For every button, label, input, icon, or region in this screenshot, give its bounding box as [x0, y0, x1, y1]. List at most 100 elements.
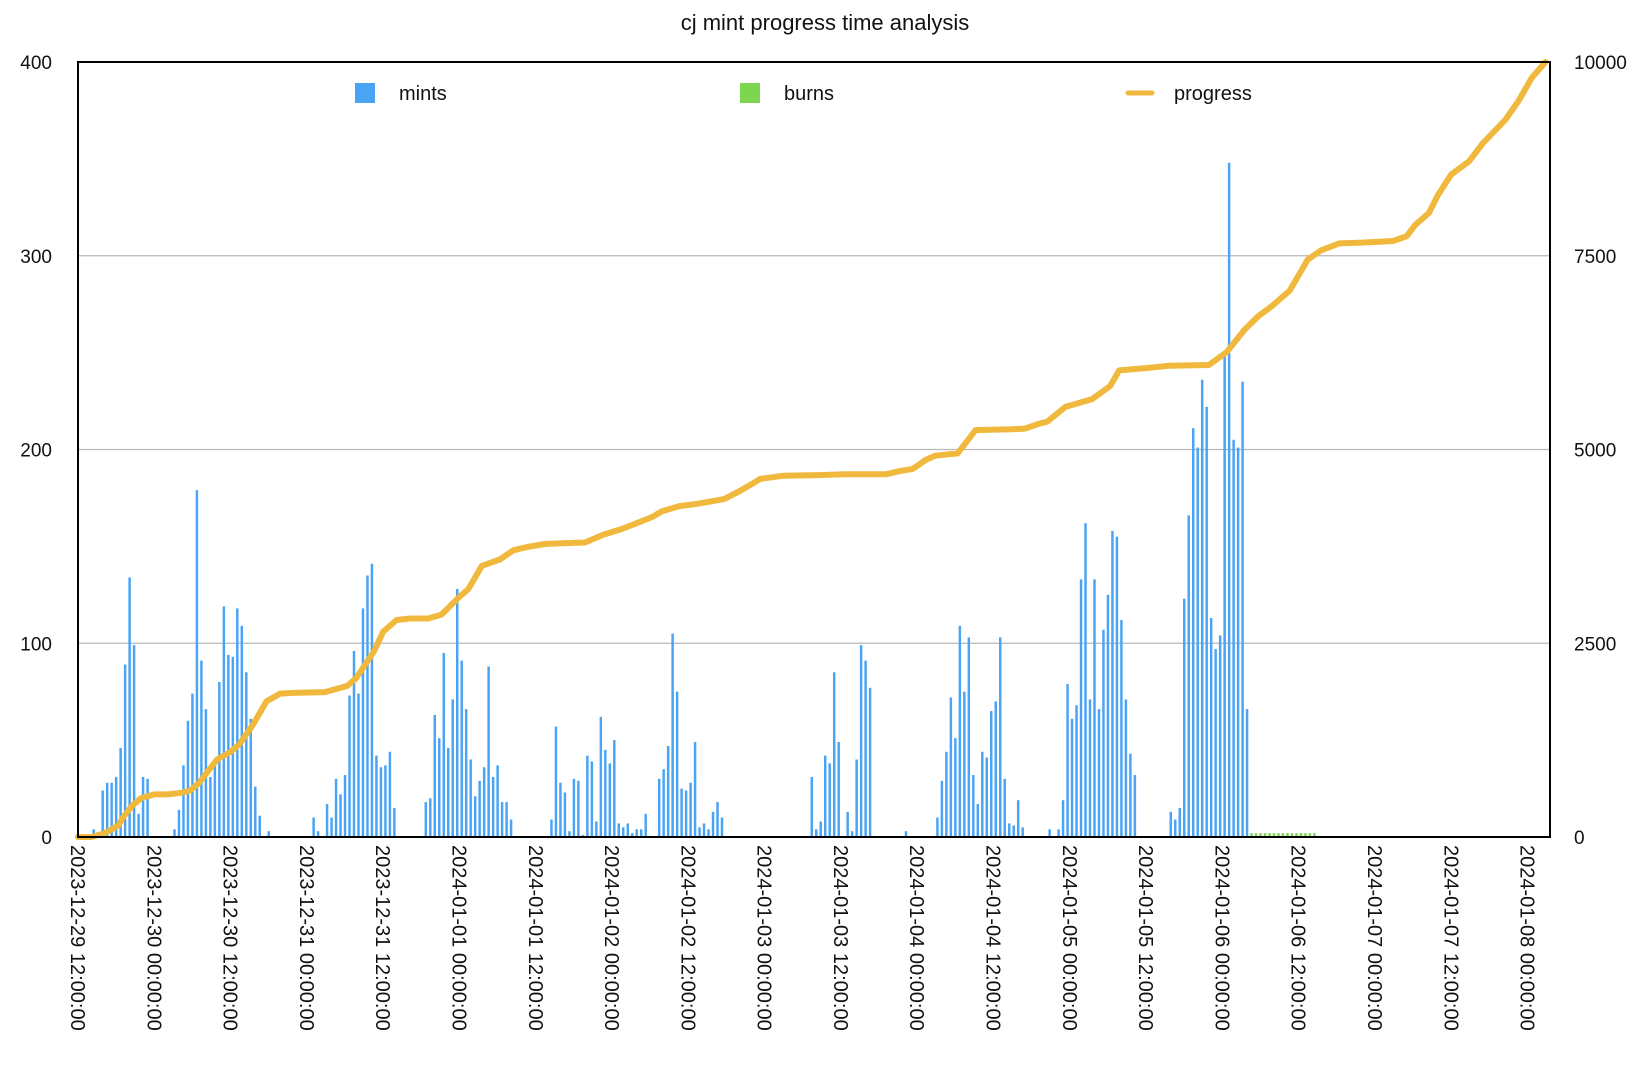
mints-bar	[631, 833, 634, 837]
legend-swatch-mints	[355, 83, 375, 103]
mints-bar	[1169, 811, 1173, 837]
burns-bar	[1295, 833, 1298, 837]
left-axis-tick-label: 200	[20, 441, 52, 462]
mints-bar	[1218, 635, 1222, 837]
mints-bar	[132, 645, 136, 837]
mints-bar	[1111, 530, 1114, 837]
mints-bar	[999, 637, 1002, 837]
mints-bar	[832, 672, 836, 837]
mints-bar	[491, 776, 495, 837]
right-axis-tick-label: 7500	[1574, 247, 1616, 268]
mints-bar	[1066, 683, 1069, 837]
mints-bar	[258, 815, 261, 837]
mints-bar	[586, 755, 589, 837]
mints-bar	[657, 778, 661, 837]
mints-bar	[936, 817, 939, 837]
mints-bar	[469, 759, 472, 837]
mints-bar	[815, 829, 818, 837]
mints-bar	[855, 759, 858, 837]
mints-bar	[864, 660, 867, 837]
mints-bar	[702, 823, 706, 837]
mints-bar	[1102, 629, 1105, 837]
x-axis-tick-label: 2024-01-02 00:00:00	[600, 845, 622, 1031]
mints-bar	[487, 666, 490, 837]
mints-bar	[604, 749, 607, 837]
x-axis-tick-label: 2024-01-01 00:00:00	[447, 845, 469, 1031]
mints-bar	[698, 827, 701, 837]
x-axis-tick-label: 2023-12-30 00:00:00	[142, 845, 164, 1031]
mints-bar	[357, 693, 360, 837]
mints-bar	[1174, 819, 1177, 837]
x-axis-tick-label: 2023-12-30 12:00:00	[219, 845, 241, 1031]
mints-bar	[505, 802, 508, 837]
mints-bar	[433, 714, 437, 837]
x-axis: 2023-12-29 12:00:00 2023-12-30 00:00:00 20…	[66, 845, 1538, 1031]
right-axis-tick-label: 5000	[1574, 441, 1616, 462]
mints-bar	[689, 782, 692, 837]
mints-bar	[1178, 807, 1181, 837]
mints-bar	[438, 738, 441, 837]
mints-bar	[447, 747, 450, 837]
mints-bar	[1012, 825, 1015, 837]
mints-bar	[981, 751, 984, 837]
mints-bar	[662, 769, 665, 837]
mints-bar	[379, 767, 383, 837]
mints-bar	[442, 652, 445, 837]
legend-swatch-burns	[740, 83, 760, 103]
mints-bar	[119, 747, 122, 837]
x-axis-tick-label: 2024-01-06 00:00:00	[1210, 845, 1232, 1031]
mints-bar	[617, 823, 621, 837]
mints-bar	[693, 742, 697, 837]
right-axis-tick-label: 2500	[1574, 634, 1616, 655]
mints-bar	[182, 765, 185, 837]
mints-bar	[613, 740, 616, 837]
mints-bar	[114, 776, 118, 837]
mints-bar	[482, 767, 486, 837]
legend: mints burns progress	[355, 83, 1252, 105]
mints-bar	[141, 776, 145, 837]
mints-bar	[1003, 778, 1006, 837]
mints-bar	[684, 790, 688, 837]
mints-bar	[1088, 699, 1092, 837]
mints-bar	[976, 804, 980, 837]
mints-bar	[1133, 775, 1137, 837]
mints-bar	[963, 691, 966, 837]
mints-bar	[622, 827, 625, 837]
mints-bar	[146, 778, 149, 837]
mints-bar	[473, 796, 477, 837]
chart-title: cj mint progress time analysis	[681, 10, 970, 35]
mints-bar	[626, 823, 629, 837]
mints-bar	[716, 802, 719, 837]
x-axis-tick-label: 2024-01-05 00:00:00	[1058, 845, 1080, 1031]
mints-bar	[967, 637, 971, 837]
mints-bar	[330, 817, 333, 837]
mints-bar	[195, 490, 199, 837]
mints-bar	[819, 821, 822, 837]
mints-bar	[949, 697, 953, 837]
mints-bar	[994, 701, 997, 837]
mints-bar	[388, 751, 392, 837]
mints-bar	[123, 664, 127, 837]
mints-bar	[267, 831, 270, 837]
mints-bar	[1191, 428, 1195, 837]
left-axis-tick-label: 0	[41, 828, 52, 849]
left-axis-tick-label: 100	[20, 634, 52, 655]
x-axis-tick-label: 2024-01-04 00:00:00	[905, 845, 927, 1031]
mints-bar	[954, 738, 957, 837]
burns-bar	[1277, 833, 1280, 837]
mints-bar	[1227, 162, 1231, 837]
mints-bar	[1236, 447, 1240, 837]
mints-bar	[222, 606, 226, 837]
mints-bar	[837, 742, 840, 837]
mints-bar	[464, 709, 468, 837]
mints-bar	[200, 660, 203, 837]
gridlines	[78, 255, 1550, 644]
mints-bar	[572, 778, 576, 837]
mints-bar	[110, 782, 113, 837]
mints-bar	[707, 829, 710, 837]
x-axis-tick-label: 2024-01-06 12:00:00	[1287, 845, 1309, 1031]
mints-bar	[985, 757, 989, 837]
mints-bar	[635, 829, 638, 837]
mints-bar	[945, 751, 948, 837]
